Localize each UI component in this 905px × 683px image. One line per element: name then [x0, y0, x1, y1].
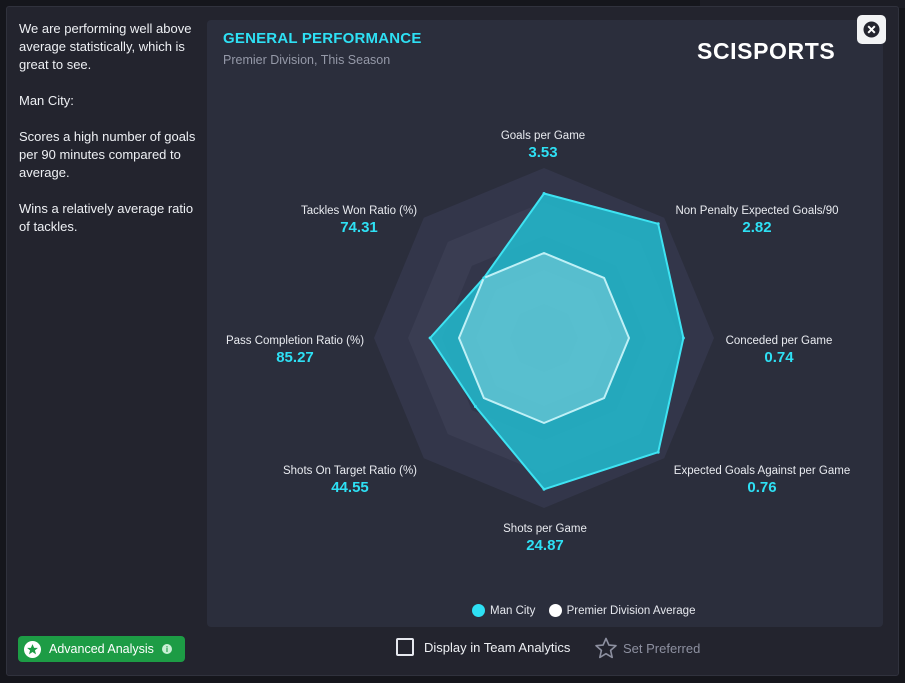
scisports-logo: SCISPORTS: [697, 38, 836, 64]
advanced-analysis-label: Advanced Analysis: [49, 642, 154, 656]
legend-label-team: Man City: [490, 604, 536, 617]
metric-name: Non Penalty Expected Goals/90: [675, 205, 839, 217]
set-preferred-button[interactable]: Set Preferred: [594, 636, 700, 660]
metric-value: 74.31: [340, 219, 378, 236]
legend-dot-average: [548, 604, 562, 617]
metric-value: 3.53: [528, 144, 558, 161]
metric-name: Expected Goals Against per Game: [673, 465, 851, 477]
metric-label-npxg: Non Penalty Expected Goals/90 2.82: [667, 205, 847, 236]
metric-name: Shots per Game: [503, 523, 587, 535]
display-in-team-analytics-toggle[interactable]: Display in Team Analytics: [396, 638, 570, 656]
metric-label-xga: Expected Goals Against per Game 0.76: [667, 465, 857, 496]
metric-label-tackles-won: Tackles Won Ratio (%) 74.31: [289, 205, 429, 236]
average-series-area: [458, 252, 630, 424]
star-icon: [24, 640, 41, 658]
metric-name: Conceded per Game: [725, 335, 833, 347]
chart-legend: Man City Premier Division Average: [472, 604, 705, 620]
metric-name: Shots On Target Ratio (%): [282, 465, 417, 477]
metric-value: 85.27: [276, 349, 314, 366]
metric-value: 44.55: [331, 479, 369, 496]
background-panel-right: [700, 0, 905, 8]
metric-value: 0.74: [764, 349, 794, 366]
team-series-point: [428, 336, 432, 340]
legend-item-team: Man City: [472, 604, 535, 617]
metric-name: Pass Completion Ratio (%): [225, 335, 365, 347]
advanced-analysis-button[interactable]: Advanced Analysis i: [18, 636, 185, 662]
legend-dot-team: [472, 604, 485, 617]
info-icon[interactable]: i: [161, 644, 172, 654]
metric-name: Goals per Game: [500, 130, 586, 142]
metric-label-shots-on-target: Shots On Target Ratio (%) 44.55: [270, 465, 430, 496]
team-series-point: [542, 192, 546, 195]
close-button[interactable]: [857, 15, 886, 44]
close-icon: [863, 21, 880, 38]
team-series-point: [656, 222, 660, 226]
metric-label-conceded: Conceded per Game 0.74: [714, 335, 844, 366]
radar-chart: [374, 168, 714, 508]
metric-name: Tackles Won Ratio (%): [300, 205, 418, 217]
metric-value: 2.82: [742, 219, 772, 236]
panel-subtitle: Premier Division, This Season: [223, 53, 391, 67]
metric-label-pass-completion: Pass Completion Ratio (%) 85.27: [215, 335, 375, 366]
team-series-point: [681, 336, 685, 340]
panel-title: GENERAL PERFORMANCE: [223, 30, 422, 47]
summary-team-heading: Man City:: [19, 93, 74, 108]
team-series-point: [473, 405, 477, 409]
star-outline-icon: [595, 637, 617, 659]
summary-paragraph: Scores a high number of goals per 90 min…: [19, 129, 196, 180]
display-label: Display in Team Analytics: [424, 639, 571, 655]
analysis-summary: We are performing well above average sta…: [19, 20, 199, 254]
display-checkbox[interactable]: [396, 638, 414, 656]
team-series-point: [482, 276, 486, 280]
metric-label-shots: Shots per Game 24.87: [480, 523, 610, 554]
metric-value: 24.87: [526, 537, 564, 554]
summary-paragraph: Wins a relatively average ratio of tackl…: [19, 201, 194, 234]
legend-item-average: Premier Division Average: [548, 604, 696, 617]
set-preferred-label: Set Preferred: [623, 640, 701, 656]
summary-paragraph: We are performing well above average sta…: [19, 21, 192, 72]
legend-label-average: Premier Division Average: [566, 604, 696, 617]
team-series-point: [656, 450, 660, 454]
metric-label-goals-per-game: Goals per Game 3.53: [478, 130, 608, 161]
team-series-point: [542, 487, 546, 491]
metric-value: 0.76: [747, 479, 777, 496]
